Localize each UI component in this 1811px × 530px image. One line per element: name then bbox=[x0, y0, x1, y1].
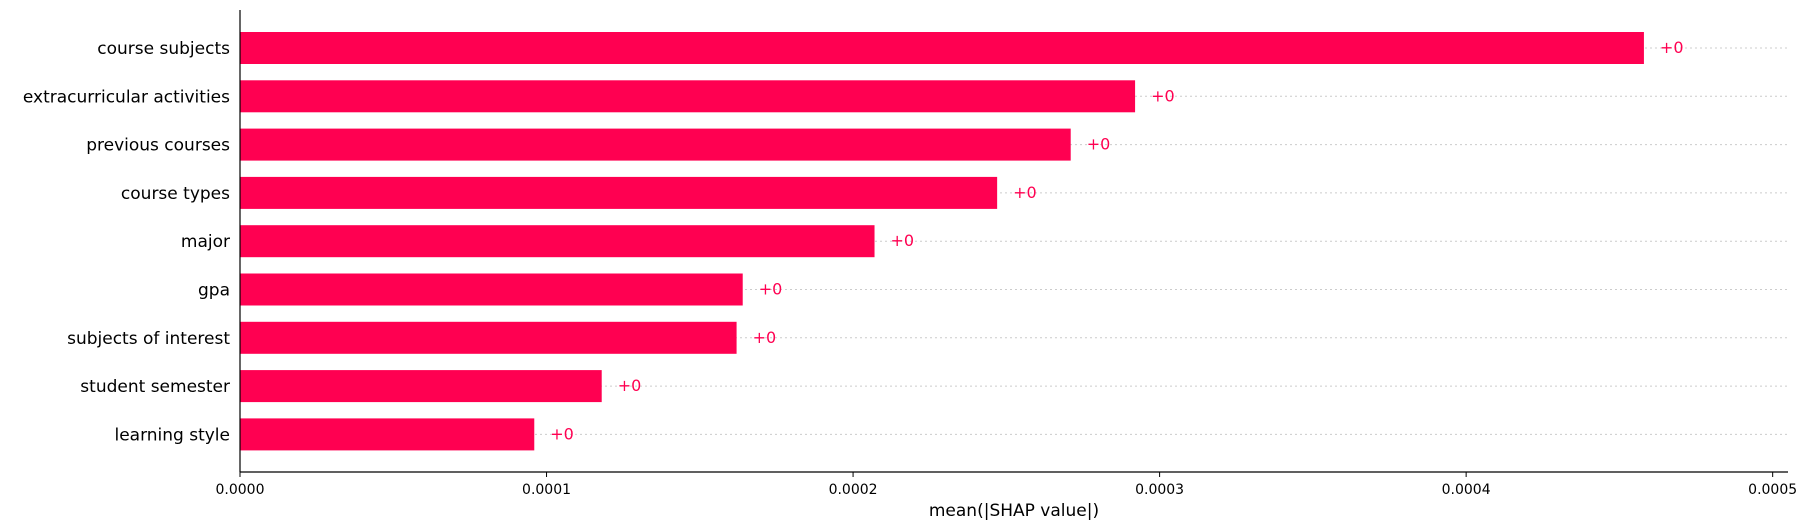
data-label: +0 bbox=[618, 376, 642, 395]
x-tick-label: 0.0003 bbox=[1135, 482, 1184, 498]
bar-extracurricular-activities bbox=[240, 80, 1136, 113]
data-label: +0 bbox=[550, 424, 574, 443]
bars-layer bbox=[240, 32, 1644, 451]
data-label: +0 bbox=[1087, 135, 1111, 154]
x-tick-label: 0.0002 bbox=[829, 482, 878, 498]
x-tick-label: 0.0005 bbox=[1748, 482, 1797, 498]
category-label: major bbox=[181, 232, 230, 252]
category-label: learning style bbox=[114, 425, 230, 445]
data-label: +0 bbox=[1660, 38, 1684, 57]
data-label: +0 bbox=[1151, 86, 1175, 105]
labels-layer: course subjects +0 extracurricular activit… bbox=[23, 38, 1684, 445]
x-tick-label: 0.0000 bbox=[216, 482, 265, 498]
category-label: course types bbox=[121, 184, 230, 204]
bar-previous-courses bbox=[240, 128, 1071, 161]
data-label: +0 bbox=[753, 328, 777, 347]
x-tick-label: 0.0001 bbox=[522, 482, 571, 498]
bar-gpa bbox=[240, 273, 743, 306]
axis-layer: 0.0000 0.0001 0.0002 0.0003 0.0004 0.0005 bbox=[216, 10, 1797, 498]
x-tick-label: 0.0004 bbox=[1442, 482, 1491, 498]
bar-subjects-of-interest bbox=[240, 321, 737, 354]
category-label: subjects of interest bbox=[67, 329, 230, 349]
category-label: extracurricular activities bbox=[23, 87, 230, 107]
bar-student-semester bbox=[240, 370, 602, 403]
data-label: +0 bbox=[759, 280, 783, 299]
data-label: +0 bbox=[891, 231, 915, 250]
x-axis-title: mean(|SHAP value|) bbox=[929, 501, 1099, 521]
bar-learning-style bbox=[240, 418, 535, 451]
category-label: gpa bbox=[198, 281, 230, 301]
bar-course-types bbox=[240, 176, 998, 209]
category-label: previous courses bbox=[86, 136, 230, 156]
category-label: course subjects bbox=[97, 39, 230, 59]
data-label: +0 bbox=[1013, 183, 1037, 202]
bar-major bbox=[240, 225, 875, 258]
category-label: student semester bbox=[80, 377, 230, 397]
bar-course-subjects bbox=[240, 32, 1644, 64]
